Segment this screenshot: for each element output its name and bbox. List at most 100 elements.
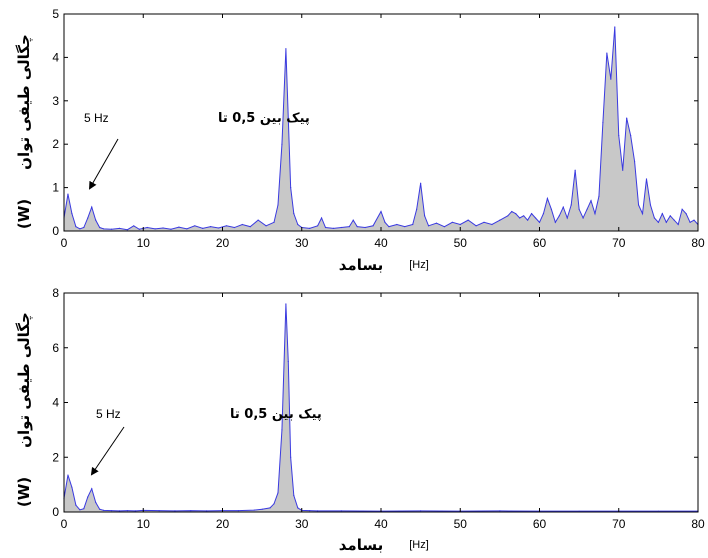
x-tick-label: 40 [374,236,388,250]
data-point [75,504,77,506]
data-point [511,210,513,213]
data-point [673,219,675,221]
y-tick-label: 1 [52,181,59,195]
data-point [99,226,101,229]
data-point [634,160,636,163]
data-point [689,221,691,223]
data-point [380,210,382,213]
data-point [293,213,295,215]
data-point [364,226,366,229]
y-axis-unit: (W) [15,199,33,229]
data-point [118,510,121,512]
data-point [574,169,576,171]
data-point [71,486,73,488]
data-point [416,208,418,210]
data-point [566,217,568,219]
data-point [340,226,342,229]
data-point [435,222,438,224]
data-point [186,228,188,230]
data-point [324,226,327,229]
data-point [87,217,89,219]
data-point [534,217,537,219]
data-point [83,226,85,229]
x-axis-unit: [Hz] [409,259,429,271]
data-point [265,225,267,227]
data-point [443,226,445,228]
x-tick-label: 10 [137,517,151,531]
data-point [681,208,683,210]
series-line [63,303,698,512]
data-point [269,507,271,509]
data-point [277,492,279,494]
data-point [210,226,212,228]
data-point [388,226,390,228]
y-tick-label: 8 [52,286,59,300]
annotation-hz: 5 Hz [84,111,109,125]
data-point [372,225,374,227]
data-point [523,215,525,217]
data-point [586,208,588,210]
data-point [293,494,295,497]
data-point [75,226,77,228]
data-point [451,221,453,223]
data-point [297,223,299,226]
data-point [285,48,287,50]
data-point [491,223,493,226]
data-point [527,219,529,221]
data-point [519,217,521,219]
x-tick-label: 50 [454,236,468,250]
x-tick-label: 50 [454,517,468,531]
x-tick-label: 80 [691,517,705,531]
y-tick-label: 0 [52,505,59,519]
data-point [281,429,283,431]
data-point [606,52,608,54]
data-point [546,197,549,200]
data-point [396,223,398,226]
annotation-arrow [90,426,125,476]
data-point [562,206,564,208]
data-point [297,507,299,509]
data-point [661,213,663,215]
data-point [103,228,105,230]
y-tick-label: 2 [52,137,59,151]
data-point [685,213,687,215]
data-point [542,213,545,215]
y-tick-label: 6 [52,341,59,355]
data-point [91,488,93,490]
data-point [614,26,616,28]
data-point [154,228,156,230]
data-point [287,360,289,363]
data-point [657,221,659,223]
data-point [538,221,541,223]
data-point [67,474,69,476]
chart-panel-2: 0 10 20 30 40 50 60 70 80 0 2 4 6 8 بسامد [Hz] چگالی طیف… [15,286,705,554]
data-point [467,219,469,221]
data-point [412,223,414,226]
data-point [317,225,319,227]
x-tick-label: 60 [533,517,547,531]
data-point [287,117,289,119]
data-point [610,78,612,80]
data-point [118,227,121,229]
data-point [340,510,342,512]
data-point [126,229,128,231]
data-point [170,228,172,230]
data-point [475,225,477,227]
data-point [677,223,679,226]
data-point [356,226,358,228]
y-tick-label: 5 [52,7,59,21]
data-point [249,226,251,228]
data-point [669,215,671,217]
data-point [570,204,572,206]
data-point [79,228,81,230]
data-point [665,221,667,223]
data-point [83,508,85,510]
y-tick-label: 0 [52,224,59,238]
data-point [384,221,386,223]
data-point [134,510,136,512]
x-tick-label: 30 [295,236,309,250]
x-tick-label: 20 [216,517,230,531]
annotation-hz: 5 Hz [96,407,121,421]
data-point [550,208,552,210]
data-point [190,510,192,512]
